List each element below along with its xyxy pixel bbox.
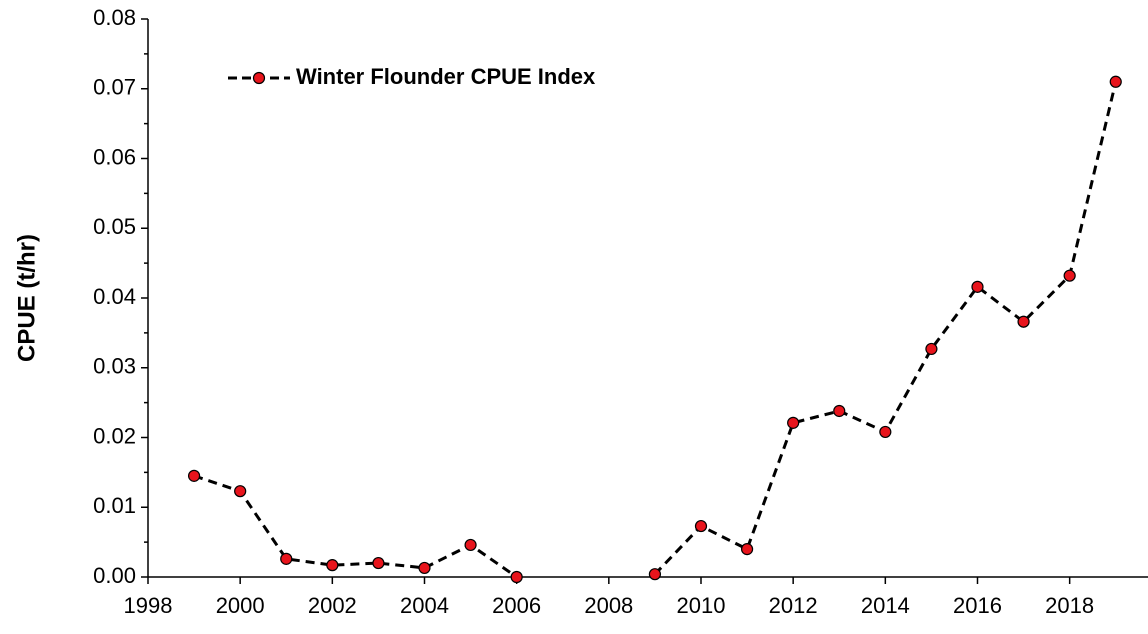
data-point (418, 561, 431, 575)
data-point (510, 570, 523, 584)
data-point (925, 342, 938, 356)
data-point (879, 425, 892, 439)
x-tick-label: 2006 (492, 593, 541, 618)
data-point (234, 485, 247, 498)
x-tick-label: 2012 (769, 593, 818, 618)
data-point (787, 416, 800, 429)
series-line (653, 81, 1118, 576)
y-tick-label: 0.06 (93, 144, 136, 169)
x-tick-label: 2002 (308, 593, 357, 618)
data-point (648, 568, 662, 581)
x-tick-label: 2018 (1045, 593, 1094, 618)
series-line (193, 474, 518, 579)
data-point (326, 559, 339, 572)
y-tick-label: 0.03 (93, 354, 136, 379)
x-tick-label: 2008 (584, 593, 633, 618)
data-point (372, 556, 385, 570)
data-point (694, 519, 708, 533)
data-point (464, 538, 477, 552)
y-tick-label: 0.08 (93, 5, 136, 30)
data-point (1017, 315, 1030, 328)
y-tick-label: 0.00 (93, 563, 136, 588)
x-tick-label: 2004 (400, 593, 449, 618)
x-tick-label: 2014 (861, 593, 910, 618)
data-point (280, 552, 293, 565)
y-tick-label: 0.02 (93, 423, 136, 448)
data-point (740, 542, 754, 556)
x-tick-label: 1998 (124, 593, 173, 618)
data-point (833, 404, 846, 418)
data-point (1109, 75, 1122, 88)
data-point (971, 280, 984, 293)
x-tick-label: 2016 (953, 593, 1002, 618)
y-tick-label: 0.01 (93, 493, 136, 518)
legend-marker (252, 71, 266, 85)
x-tick-label: 2000 (216, 593, 265, 618)
data-point (1063, 269, 1076, 282)
y-tick-label: 0.07 (93, 75, 136, 100)
legend-label: Winter Flounder CPUE Index (296, 64, 596, 89)
y-tick-label: 0.04 (93, 284, 136, 309)
data-point (187, 469, 201, 482)
y-tick-label: 0.05 (93, 214, 136, 239)
x-tick-label: 2010 (677, 593, 726, 618)
y-axis-label: CPUE (t/hr) (13, 234, 40, 362)
